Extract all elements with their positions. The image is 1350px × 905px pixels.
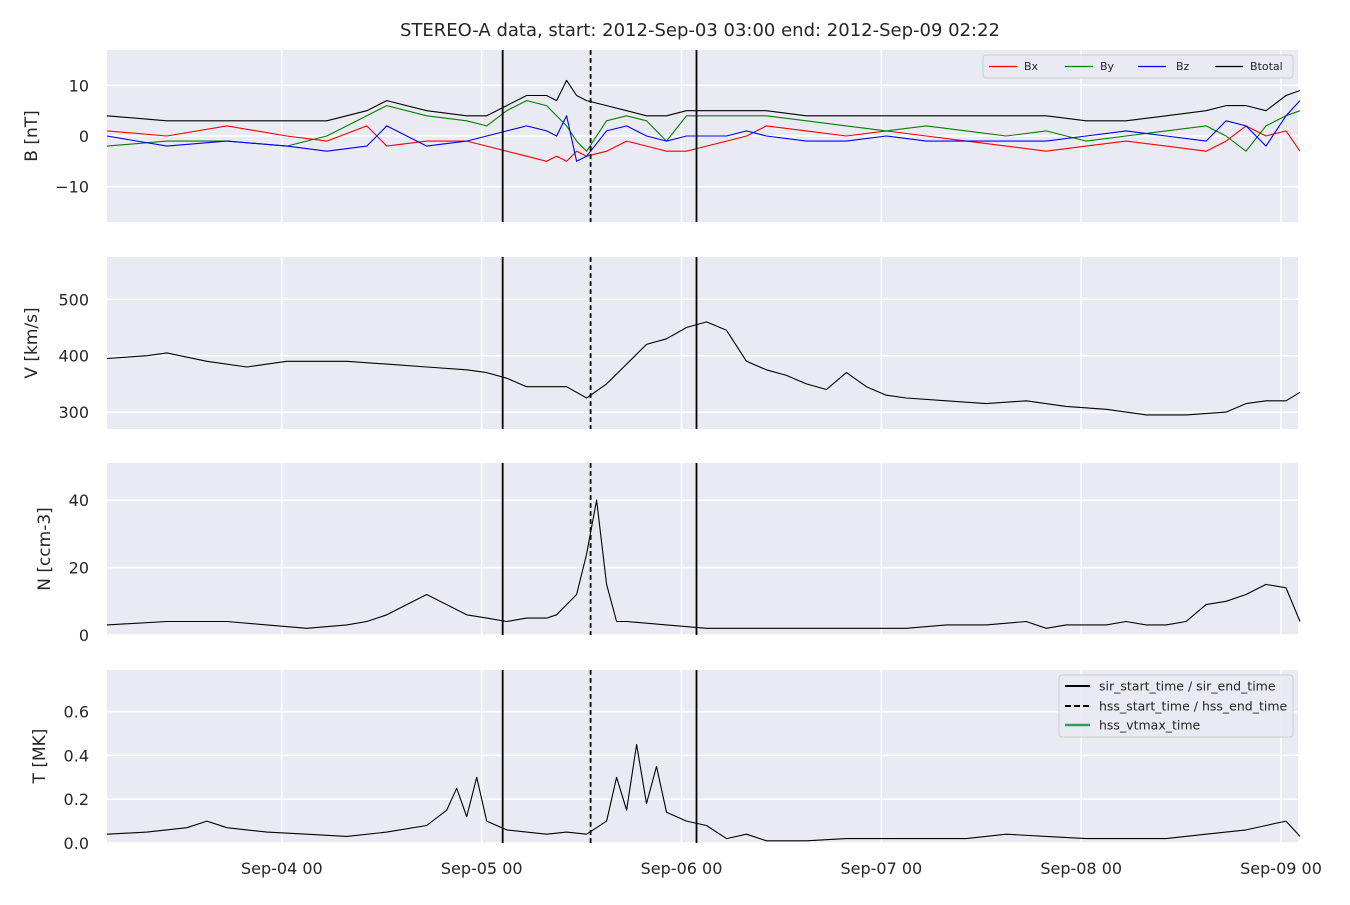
panel-v-yticks: 300 400 500 <box>58 290 89 422</box>
panel-b-line-btotal <box>106 79 1301 122</box>
panel-t-event-lines <box>501 670 698 843</box>
panel-b-legend: Bx By Bz Btotal <box>982 54 1294 79</box>
panel-t-grid <box>107 670 1298 844</box>
panel-v-ytick-label-1: 400 <box>58 347 89 366</box>
panel-t-ytick-label-2: 0.4 <box>64 746 89 765</box>
panel-v-line-series-0 <box>106 321 1301 416</box>
panel-n-background <box>107 463 1298 635</box>
x-tick-label-4: Sep-08 00 <box>1040 859 1122 878</box>
legend-bx-label: Bx <box>1024 60 1039 73</box>
legend-vtmax-label: hss_vtmax_time <box>1099 718 1201 733</box>
legend-by-label: By <box>1100 60 1115 73</box>
panel-v-ytick-label-0: 300 <box>58 403 89 422</box>
x-tick-label-0: Sep-04 00 <box>241 859 323 878</box>
panel-t-ytick-label-0: 0.0 <box>64 834 89 853</box>
panel-n-event-lines <box>501 463 698 635</box>
panel-n-ytick-label-2: 40 <box>69 491 89 510</box>
panel-n-series <box>106 499 1301 629</box>
panel-t-ytick-label-3: 0.6 <box>64 703 89 722</box>
panel-v-ytick-label-2: 500 <box>58 290 89 309</box>
panel-b-yticks: −10 0 10 <box>55 76 89 196</box>
panel-t: 0.0 0.2 0.4 0.6 T [MK] sir_start_time / sir… <box>30 670 1301 853</box>
panel-b-series <box>106 79 1301 162</box>
panel-b-line-bx <box>106 125 1301 162</box>
panel-t-line-series-0 <box>106 743 1301 842</box>
panel-b-ytick-label-1: 0 <box>79 127 89 146</box>
panel-n: 0 20 40 N [ccm-3] <box>35 463 1301 645</box>
panel-t-ytick-label-1: 0.2 <box>64 790 89 809</box>
x-axis-tick-labels: Sep-04 00 Sep-05 00 Sep-06 00 Sep-07 00 Sep-… <box>241 859 1322 878</box>
legend-sir-label: sir_start_time / sir_end_time <box>1099 679 1276 694</box>
panel-v-background <box>107 257 1298 429</box>
panel-n-ylabel: N [ccm-3] <box>35 507 55 591</box>
panel-b-event-lines <box>501 50 698 222</box>
legend-bz-label: Bz <box>1176 60 1190 73</box>
panel-v-event-lines <box>501 257 698 429</box>
panel-t-series <box>106 743 1301 842</box>
panel-b-line-by <box>106 100 1301 152</box>
panel-t-ylabel: T [MK] <box>30 729 50 785</box>
panel-b-ytick-label-2: 10 <box>69 76 89 95</box>
panel-b: −10 0 10 B [nT] Bx By Bz Btotal <box>22 50 1301 222</box>
legend-btotal-label: Btotal <box>1250 60 1283 73</box>
panel-b-ytick-label-0: −10 <box>55 178 89 197</box>
panel-n-yticks: 0 20 40 <box>69 491 89 645</box>
panel-n-grid <box>107 463 1298 636</box>
panel-v: 300 400 500 V [km/s] <box>22 257 1301 429</box>
panel-n-ytick-label-1: 20 <box>69 559 89 578</box>
panel-v-series <box>106 321 1301 416</box>
legend-hss-label: hss_start_time / hss_end_time <box>1099 699 1288 714</box>
x-tick-label-1: Sep-05 00 <box>441 859 523 878</box>
panel-v-grid <box>107 257 1298 429</box>
x-tick-label-2: Sep-06 00 <box>641 859 723 878</box>
panel-b-line-bz <box>106 100 1301 162</box>
panel-n-ytick-label-0: 0 <box>79 626 89 645</box>
panel-t-legend: sir_start_time / sir_end_time hss_start_… <box>1058 674 1294 738</box>
panel-t-yticks: 0.0 0.2 0.4 0.6 <box>64 703 89 853</box>
panel-n-line-series-0 <box>106 499 1301 629</box>
figure-title: STEREO-A data, start: 2012-Sep-03 03:00 … <box>400 20 1000 41</box>
panel-b-grid <box>107 50 1298 222</box>
x-tick-label-3: Sep-07 00 <box>840 859 922 878</box>
panel-b-ylabel: B [nT] <box>22 110 42 162</box>
panel-t-legend-box <box>1058 674 1294 738</box>
panel-v-ylabel: V [km/s] <box>22 307 42 378</box>
x-tick-label-5: Sep-09 00 <box>1240 859 1322 878</box>
